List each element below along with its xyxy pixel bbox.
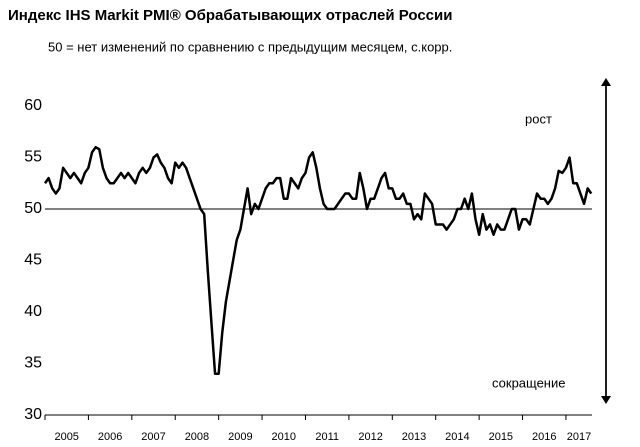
x-tick-label: 2009 — [228, 431, 252, 443]
x-tick-label: 2005 — [54, 431, 78, 443]
y-tick-label: 40 — [24, 303, 42, 320]
x-tick-label: 2008 — [185, 431, 209, 443]
x-tick-label: 2013 — [402, 431, 426, 443]
y-tick-label: 60 — [24, 97, 42, 114]
x-tick-label: 2010 — [272, 431, 296, 443]
x-tick-label: 2017 — [567, 431, 591, 443]
y-tick-label: 55 — [24, 149, 42, 166]
chart-title: Индекс IHS Markit PMI® Обрабатывающих от… — [8, 7, 452, 24]
x-tick-label: 2007 — [141, 431, 165, 443]
chart-subtitle: 50 = нет изменений по сравнению с предыд… — [48, 39, 452, 54]
y-tick-label: 30 — [24, 406, 42, 423]
x-tick-label: 2011 — [315, 431, 339, 443]
annotation: сокращение — [492, 375, 565, 390]
x-tick-label: 2006 — [98, 431, 122, 443]
y-tick-label: 50 — [24, 200, 42, 217]
x-tick-label: 2014 — [445, 431, 469, 443]
data-line — [43, 145, 593, 376]
x-tick-label: 2016 — [532, 431, 556, 443]
annotation: рост — [525, 111, 552, 126]
x-tick-label: 2015 — [489, 431, 513, 443]
y-tick-label: 35 — [24, 355, 42, 372]
y-tick-label: 45 — [24, 252, 42, 269]
x-tick-label: 2012 — [358, 431, 382, 443]
